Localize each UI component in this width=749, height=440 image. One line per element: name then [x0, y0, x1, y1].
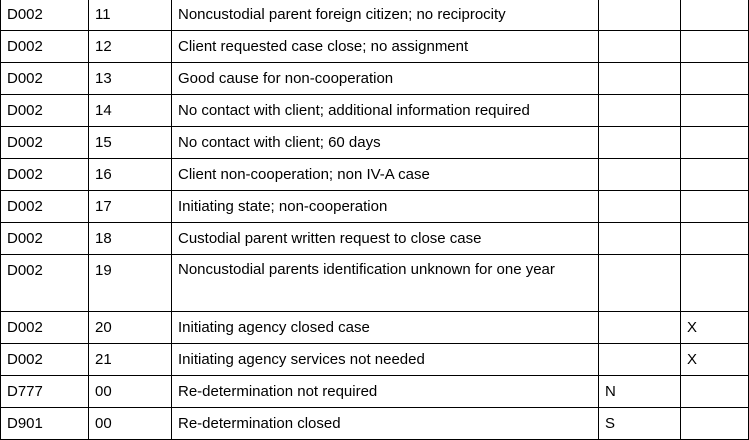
- table-row: D002 12 Client requested case close; no …: [0, 30, 749, 63]
- reason-cell: 15: [88, 126, 172, 159]
- code-cell: D002: [0, 222, 89, 255]
- reason-cell: 17: [88, 190, 172, 223]
- reason-cell: 16: [88, 158, 172, 191]
- reason-cell: 18: [88, 222, 172, 255]
- code-cell: D777: [0, 375, 89, 408]
- mark-cell: [680, 94, 749, 127]
- description-cell: Client requested case close; no assignme…: [171, 30, 599, 63]
- flag-cell: [598, 158, 681, 191]
- reason-cell: 19: [88, 254, 172, 312]
- table-row: D901 00 Re-determination closed S: [0, 407, 749, 440]
- description-cell: Good cause for non-cooperation: [171, 62, 599, 95]
- description-cell: Re-determination closed: [171, 407, 599, 440]
- code-cell: D002: [0, 0, 89, 31]
- description-cell: Custodial parent written request to clos…: [171, 222, 599, 255]
- mark-cell: X: [680, 343, 749, 376]
- flag-cell: [598, 190, 681, 223]
- mark-cell: [680, 375, 749, 408]
- description-cell: Re-determination not required: [171, 375, 599, 408]
- code-cell: D002: [0, 190, 89, 223]
- code-cell: D002: [0, 254, 89, 312]
- code-cell: D002: [0, 343, 89, 376]
- mark-cell: [680, 0, 749, 31]
- table-row: D002 15 No contact with client; 60 days: [0, 126, 749, 159]
- table-row: D002 11 Noncustodial parent foreign citi…: [0, 0, 749, 31]
- mark-cell: [680, 407, 749, 440]
- code-cell: D901: [0, 407, 89, 440]
- flag-cell: [598, 254, 681, 312]
- flag-cell: [598, 311, 681, 344]
- reason-cell: 21: [88, 343, 172, 376]
- flag-cell: [598, 30, 681, 63]
- code-cell: D002: [0, 126, 89, 159]
- flag-cell: S: [598, 407, 681, 440]
- flag-cell: N: [598, 375, 681, 408]
- reason-cell: 14: [88, 94, 172, 127]
- description-cell: Noncustodial parent foreign citizen; no …: [171, 0, 599, 31]
- description-cell: Initiating agency services not needed: [171, 343, 599, 376]
- mark-cell: [680, 254, 749, 312]
- flag-cell: [598, 126, 681, 159]
- table-row: D002 19 Noncustodial parents identificat…: [0, 254, 749, 312]
- description-cell: Initiating agency closed case: [171, 311, 599, 344]
- reason-cell: 11: [88, 0, 172, 31]
- description-cell: Client non-cooperation; non IV-A case: [171, 158, 599, 191]
- flag-cell: [598, 94, 681, 127]
- reason-cell: 13: [88, 62, 172, 95]
- flag-cell: [598, 62, 681, 95]
- table-row: D002 13 Good cause for non-cooperation: [0, 62, 749, 95]
- mark-cell: [680, 30, 749, 63]
- mark-cell: X: [680, 311, 749, 344]
- description-cell: No contact with client; additional infor…: [171, 94, 599, 127]
- table-row: D777 00 Re-determination not required N: [0, 375, 749, 408]
- code-cell: D002: [0, 94, 89, 127]
- table-row: D002 21 Initiating agency services not n…: [0, 343, 749, 376]
- mark-cell: [680, 62, 749, 95]
- reason-cell: 00: [88, 375, 172, 408]
- code-cell: D002: [0, 62, 89, 95]
- flag-cell: [598, 343, 681, 376]
- mark-cell: [680, 190, 749, 223]
- reason-cell: 12: [88, 30, 172, 63]
- code-cell: D002: [0, 30, 89, 63]
- table-row: D002 16 Client non-cooperation; non IV-A…: [0, 158, 749, 191]
- flag-cell: [598, 0, 681, 31]
- table-row: D002 17 Initiating state; non-cooperatio…: [0, 190, 749, 223]
- table-row: D002 18 Custodial parent written request…: [0, 222, 749, 255]
- mark-cell: [680, 222, 749, 255]
- description-cell: Initiating state; non-cooperation: [171, 190, 599, 223]
- reason-cell: 00: [88, 407, 172, 440]
- reason-cell: 20: [88, 311, 172, 344]
- mark-cell: [680, 126, 749, 159]
- code-cell: D002: [0, 158, 89, 191]
- description-cell: Noncustodial parents identification unkn…: [171, 254, 599, 312]
- mark-cell: [680, 158, 749, 191]
- description-cell: No contact with client; 60 days: [171, 126, 599, 159]
- table-row: D002 14 No contact with client; addition…: [0, 94, 749, 127]
- flag-cell: [598, 222, 681, 255]
- code-cell: D002: [0, 311, 89, 344]
- table-row: D002 20 Initiating agency closed case X: [0, 311, 749, 344]
